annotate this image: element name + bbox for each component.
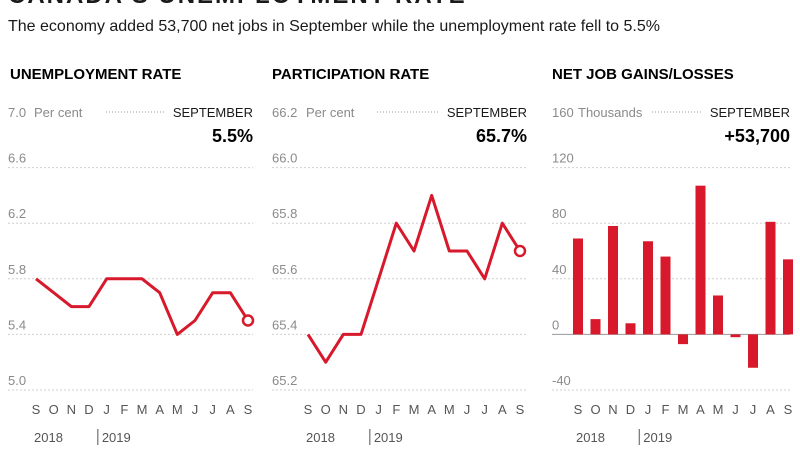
panel-title: PARTICIPATION RATE <box>272 66 429 83</box>
x-tick-label: J <box>645 402 652 417</box>
series-line <box>35 277 250 336</box>
x-tick-label: D <box>356 402 365 417</box>
callout-value: 5.5% <box>212 126 253 146</box>
bar <box>590 319 601 335</box>
x-tick-label: J <box>375 402 382 417</box>
panel-title: UNEMPLOYMENT RATE <box>10 66 181 83</box>
bar <box>695 185 706 335</box>
bar <box>573 238 583 335</box>
x-tick-label: J <box>192 402 199 417</box>
x-tick-label: A <box>427 402 436 417</box>
callout-label: SEPTEMBER <box>710 105 790 120</box>
x-tick-label: O <box>590 402 600 417</box>
callout-value: 65.7% <box>476 126 527 146</box>
callout-label: SEPTEMBER <box>173 105 253 120</box>
bar <box>748 334 758 368</box>
x-tick-label: S <box>244 402 253 417</box>
y-tick-label: 65.4 <box>272 317 297 332</box>
x-tick-label: O <box>49 402 59 417</box>
x-tick-label: D <box>84 402 93 417</box>
y-tick-label: 6.6 <box>8 151 26 166</box>
page-subtitle: The economy added 53,700 net jobs in Sep… <box>8 18 660 35</box>
x-tick-label: A <box>155 402 164 417</box>
data-point-latest <box>241 314 255 327</box>
y-tick-label: 40 <box>552 262 566 277</box>
x-tick-label: J <box>750 402 757 417</box>
callout-label: SEPTEMBER <box>447 105 527 120</box>
y-tick-label: 65.2 <box>272 373 297 388</box>
bar <box>608 225 618 335</box>
x-tick-label: N <box>608 402 617 417</box>
bar <box>678 334 688 345</box>
unit-label: Per cent <box>306 105 355 120</box>
x-tick-label: J <box>732 402 739 417</box>
x-tick-label: A <box>696 402 705 417</box>
x-tick-label: S <box>784 402 793 417</box>
x-tick-label: A <box>766 402 775 417</box>
x-tick-label: S <box>516 402 525 417</box>
x-tick-label: S <box>304 402 313 417</box>
x-tick-label: N <box>339 402 348 417</box>
y-tick-label: 7.0 <box>8 105 26 120</box>
year-label: 2018 <box>576 430 605 445</box>
data-point-latest <box>513 244 527 258</box>
y-tick-label: 65.8 <box>272 206 297 221</box>
x-tick-label: M <box>713 402 724 417</box>
x-tick-label: M <box>678 402 689 417</box>
x-tick-label: J <box>103 402 110 417</box>
x-tick-label: M <box>409 402 420 417</box>
year-label: 2019 <box>643 430 672 445</box>
year-label: 2018 <box>306 430 335 445</box>
y-tick-label: 65.6 <box>272 262 297 277</box>
year-label: 2019 <box>102 430 131 445</box>
x-tick-label: F <box>120 402 128 417</box>
bar <box>713 295 723 335</box>
y-tick-label: 160 <box>552 105 574 120</box>
y-tick-label: 5.8 <box>8 262 26 277</box>
x-tick-label: J <box>464 402 471 417</box>
x-tick-label: F <box>662 402 670 417</box>
x-tick-label: D <box>626 402 635 417</box>
x-tick-label: N <box>67 402 76 417</box>
x-tick-label: A <box>498 402 507 417</box>
y-tick-label: 80 <box>552 206 566 221</box>
x-tick-label: M <box>444 402 455 417</box>
bar <box>660 256 671 335</box>
series-line <box>306 193 522 364</box>
x-tick-label: M <box>137 402 148 417</box>
x-tick-label: A <box>226 402 235 417</box>
x-tick-label: J <box>209 402 216 417</box>
y-tick-label: 6.2 <box>8 206 26 221</box>
year-label: 2019 <box>374 430 403 445</box>
y-tick-label: 5.0 <box>8 373 26 388</box>
y-tick-label: -40 <box>552 373 571 388</box>
y-tick-label: 120 <box>552 151 574 166</box>
y-tick-label: 0 <box>552 317 559 332</box>
y-tick-label: 66.0 <box>272 151 297 166</box>
bar <box>783 259 793 335</box>
page-title: CANADA'S UNEMPLOYMENT RATE <box>8 0 467 10</box>
x-tick-label: J <box>481 402 488 417</box>
callout-value: +53,700 <box>724 126 790 146</box>
unit-label: Per cent <box>34 105 83 120</box>
x-tick-label: S <box>32 402 41 417</box>
bar <box>730 334 741 338</box>
x-tick-label: F <box>392 402 400 417</box>
bar <box>625 323 636 335</box>
x-tick-label: M <box>172 402 183 417</box>
bar <box>643 241 653 335</box>
unit-label: Thousands <box>578 105 643 120</box>
x-tick-label: S <box>574 402 583 417</box>
x-tick-label: O <box>321 402 331 417</box>
bar <box>765 221 776 335</box>
y-tick-label: 66.2 <box>272 105 297 120</box>
panel-title: NET JOB GAINS/LOSSES <box>552 66 734 83</box>
y-tick-label: 5.4 <box>8 317 26 332</box>
year-label: 2018 <box>34 430 63 445</box>
